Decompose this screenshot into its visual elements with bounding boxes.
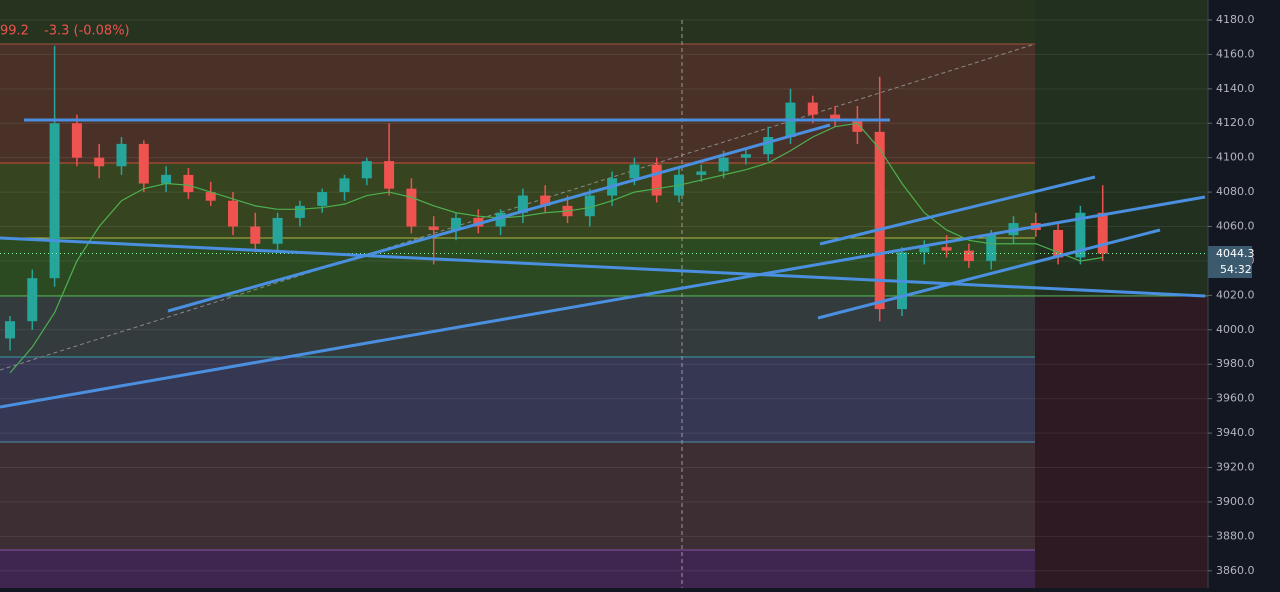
- candle-body: [406, 188, 417, 227]
- candle-body: [451, 217, 461, 230]
- candle-body: [138, 143, 149, 184]
- candle-body: [161, 174, 172, 184]
- y-tick-label: 3900.0: [1216, 495, 1255, 508]
- candle-body: [874, 131, 885, 310]
- candle-body: [651, 164, 662, 196]
- candle-body: [1053, 229, 1064, 258]
- candle-body: [540, 195, 551, 206]
- candle-body: [317, 192, 328, 206]
- candle-body: [116, 143, 127, 167]
- y-tick-label: 4160.0: [1216, 47, 1255, 60]
- y-tick-label: 3980.0: [1216, 357, 1255, 370]
- y-tick-label: 3960.0: [1216, 392, 1255, 405]
- candle-body: [807, 102, 818, 115]
- candle-body: [428, 226, 439, 230]
- last-price: 4044.3: [1216, 247, 1255, 260]
- candle-body: [718, 157, 729, 172]
- candle-body: [1075, 212, 1086, 258]
- candle-body: [495, 212, 506, 227]
- candle-body: [629, 164, 640, 179]
- candle-body: [696, 171, 707, 175]
- y-tick-label: 3860.0: [1216, 564, 1255, 577]
- y-tick-label: 4000.0: [1216, 323, 1255, 336]
- grid: [0, 19, 1208, 572]
- moving-average: [9, 122, 1103, 374]
- y-tick-label: 3880.0: [1216, 529, 1255, 542]
- candle-body: [339, 178, 350, 193]
- candle-body: [5, 321, 15, 339]
- y-tick-label: 4180.0: [1216, 13, 1255, 26]
- candle-body: [1097, 212, 1108, 254]
- candle-body: [361, 161, 372, 179]
- candle-body: [183, 174, 194, 193]
- candle-body: [384, 161, 395, 189]
- header-change: -3.3 (-0.08%): [44, 24, 130, 39]
- y-tick-label: 3940.0: [1216, 426, 1255, 439]
- y-tick-label: 4100.0: [1216, 151, 1255, 164]
- candle-body: [986, 235, 997, 261]
- candle-body: [94, 157, 105, 167]
- header-price: 99.2: [0, 24, 29, 39]
- y-tick-label: 4060.0: [1216, 220, 1255, 233]
- countdown: 54:32: [1220, 263, 1252, 276]
- zones: [0, 0, 1208, 588]
- candle-body: [205, 192, 216, 201]
- candle-body: [852, 119, 863, 132]
- candle-body: [228, 200, 238, 227]
- y-tick-label: 4080.0: [1216, 185, 1255, 198]
- y-tick-label: 4120.0: [1216, 116, 1255, 129]
- y-tick-label: 4140.0: [1216, 82, 1255, 95]
- candle-body: [71, 123, 82, 158]
- y-tick-label: 3920.0: [1216, 461, 1255, 474]
- candle-body: [963, 250, 974, 261]
- trend-lines: [0, 118, 1206, 409]
- candle-body: [27, 278, 38, 322]
- candle-body: [740, 154, 751, 158]
- y-tick-label: 4020.0: [1216, 288, 1255, 301]
- candle-body: [473, 217, 484, 227]
- candle-body: [272, 217, 283, 244]
- candle-body: [763, 137, 774, 155]
- candle-body: [584, 195, 595, 217]
- candle-body: [517, 195, 528, 213]
- candle-body: [919, 247, 930, 253]
- candle-body: [49, 123, 60, 279]
- candle-body: [830, 114, 841, 120]
- candle-body: [250, 226, 261, 244]
- candle-body: [294, 205, 305, 218]
- candle-body: [941, 247, 952, 251]
